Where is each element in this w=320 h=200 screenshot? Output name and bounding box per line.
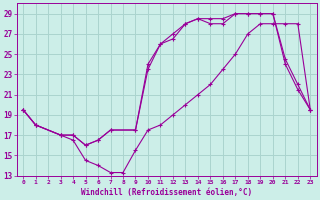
X-axis label: Windchill (Refroidissement éolien,°C): Windchill (Refroidissement éolien,°C) (81, 188, 252, 197)
